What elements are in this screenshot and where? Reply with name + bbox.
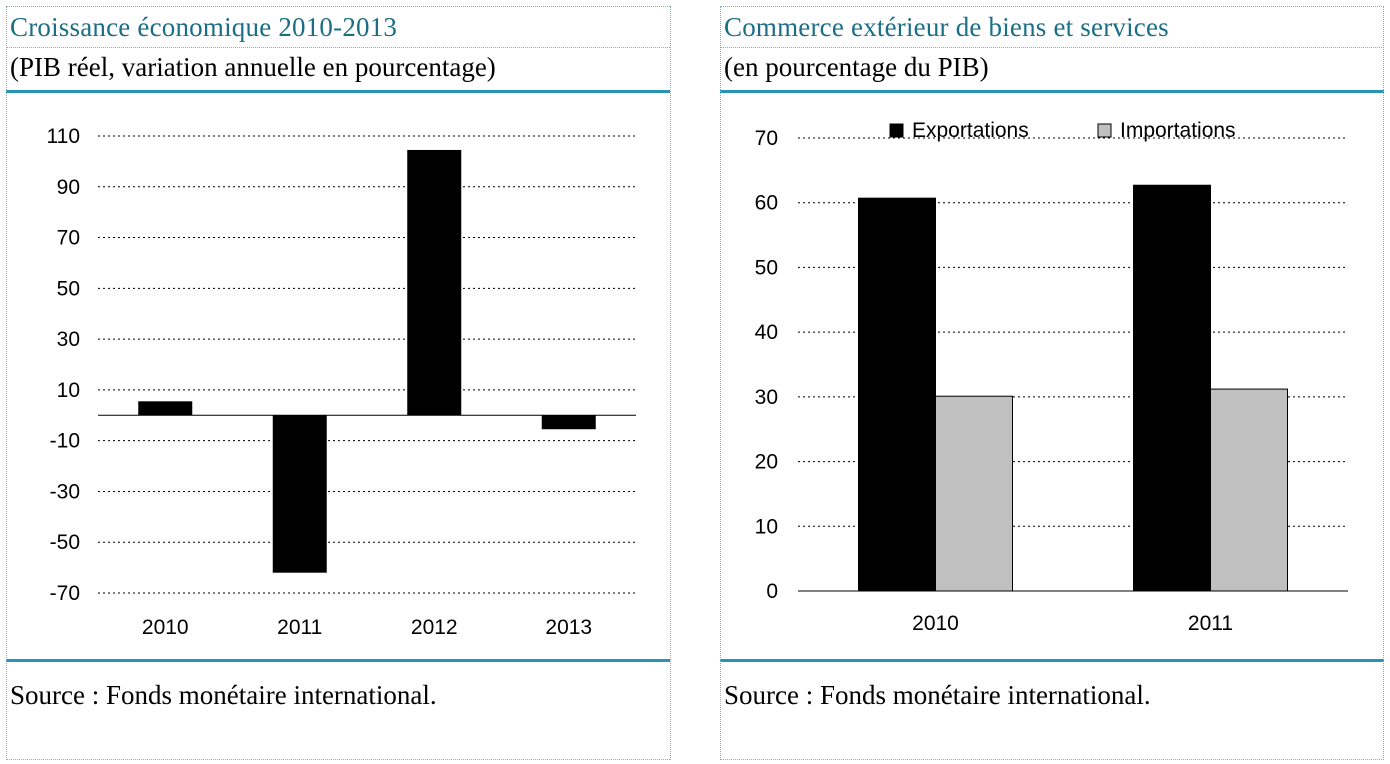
trade-chart-subtitle: (en pourcentage du PIB)	[724, 52, 989, 82]
footer-rule	[720, 659, 1384, 662]
y-tick-label: -70	[50, 582, 80, 605]
y-tick-label: 10	[57, 379, 80, 402]
trade-chart-title: Commerce extérieur de biens et services	[724, 12, 1169, 42]
y-tick-label: 90	[57, 176, 80, 199]
y-tick-label: -10	[50, 430, 80, 453]
frame-line	[6, 6, 7, 760]
growth-chart-panel: Croissance économique 2010-2013 (PIB rée…	[6, 6, 670, 760]
chart-legend: Exportations Importations	[889, 119, 1236, 142]
growth-chart-source: Source : Fonds monétaire international.	[10, 680, 437, 710]
y-tick-label: -30	[50, 480, 80, 503]
y-tick-label: 30	[57, 328, 80, 351]
top-border	[720, 6, 1384, 7]
x-tick-label: 2013	[545, 616, 592, 639]
legend-label: Exportations	[912, 119, 1029, 142]
title-divider	[720, 47, 1384, 48]
y-tick-label: 30	[755, 386, 778, 409]
y-tick-label: 40	[755, 321, 778, 344]
bar	[1210, 388, 1288, 592]
x-tick-label: 2011	[1188, 612, 1233, 635]
x-tick-label: 2012	[411, 616, 458, 639]
header-rule	[720, 90, 1384, 93]
y-tick-label: -50	[50, 531, 80, 554]
growth-chart-title: Croissance économique 2010-2013	[10, 12, 398, 42]
growth-chart-subtitle: (PIB réel, variation annuelle en pourcen…	[10, 52, 496, 82]
title-divider	[6, 47, 670, 48]
footer-rule	[6, 659, 670, 662]
y-tick-label: 60	[755, 192, 778, 215]
y-tick-label: 110	[47, 125, 80, 148]
legend-swatch	[889, 123, 904, 138]
bar	[858, 197, 936, 592]
legend-label: Importations	[1120, 119, 1236, 142]
trade-chart-panel: Commerce extérieur de biens et services …	[720, 6, 1384, 760]
bottom-border	[6, 759, 670, 760]
trade-chart-source: Source : Fonds monétaire international.	[724, 680, 1151, 710]
bar	[1133, 184, 1211, 592]
x-tick-label: 2011	[277, 616, 322, 639]
x-tick-label: 2010	[142, 616, 189, 639]
bar	[935, 395, 1013, 592]
bar	[541, 415, 596, 430]
bar	[272, 415, 327, 573]
y-tick-label: 0	[766, 580, 778, 603]
top-border	[6, 6, 670, 7]
frame-line	[670, 6, 671, 760]
y-tick-label: 20	[755, 451, 778, 474]
bar	[138, 401, 193, 416]
y-tick-label: 50	[755, 256, 778, 279]
growth-bar-chart: 110 90 70 50 30 10 -10 -30 -50 -70 2010 2011 2012 201…	[47, 125, 636, 639]
y-tick-label: 10	[755, 515, 778, 538]
header-rule	[6, 90, 670, 93]
frame-line	[1383, 6, 1384, 760]
bar	[407, 149, 462, 416]
x-tick-label: 2010	[912, 612, 959, 635]
y-tick-label: 50	[57, 277, 80, 300]
y-tick-label: 70	[57, 227, 80, 250]
frame-line	[720, 6, 721, 760]
legend-swatch	[1097, 123, 1112, 138]
bottom-border	[720, 759, 1384, 760]
y-tick-label: 70	[755, 127, 778, 150]
